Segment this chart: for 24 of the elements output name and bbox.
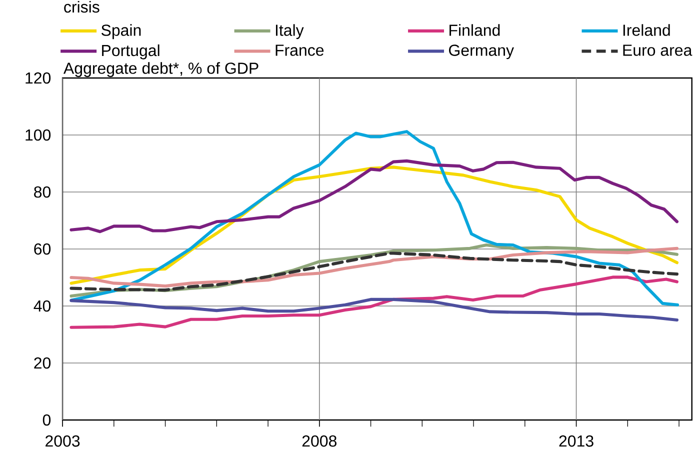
legend-label: Germany [449,44,514,60]
x-tick-label: 2003 [46,435,80,447]
x-tick-label: 2008 [302,435,336,447]
chart-subtitle: Aggregate debt*, % of GDP [63,62,258,78]
legend-label: Euro area [623,44,692,56]
y-tick-label: 100 [26,129,51,141]
y-tick-label: 60 [34,243,51,255]
x-tick-label: 2013 [559,435,594,447]
legend-label: France [276,44,324,56]
line-series [70,298,678,322]
y-tick-label: 80 [34,186,51,198]
line-series [70,130,680,306]
y-tick-label: 40 [34,300,51,312]
line-series [70,159,678,234]
legend-label: Portugal [102,44,160,60]
legend-label: Italy [276,24,304,40]
legend-label: Ireland [623,24,670,36]
legend-label: Finland [450,24,500,36]
y-tick-label: 0 [42,414,51,426]
chart-title: crisis [64,0,100,13]
y-tick-label: 20 [34,357,51,369]
line-series [70,276,678,329]
y-tick-label: 120 [26,72,51,84]
legend-label: Spain [101,24,141,40]
